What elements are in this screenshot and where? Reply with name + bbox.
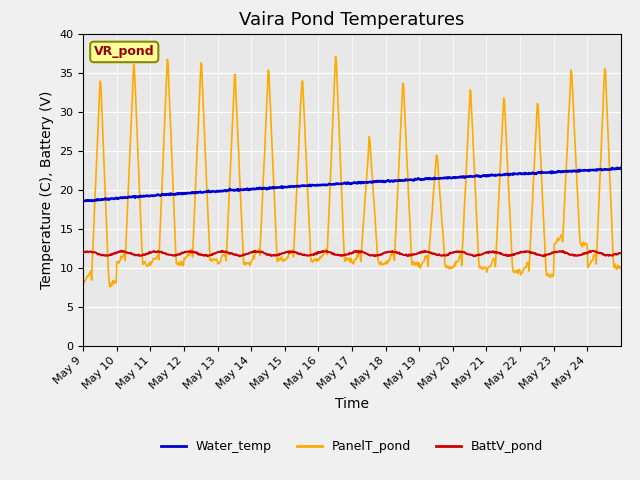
Text: VR_pond: VR_pond (94, 46, 155, 59)
Legend: Water_temp, PanelT_pond, BattV_pond: Water_temp, PanelT_pond, BattV_pond (156, 435, 548, 458)
Y-axis label: Temperature (C), Battery (V): Temperature (C), Battery (V) (40, 90, 54, 289)
X-axis label: Time: Time (335, 397, 369, 411)
Title: Vaira Pond Temperatures: Vaira Pond Temperatures (239, 11, 465, 29)
